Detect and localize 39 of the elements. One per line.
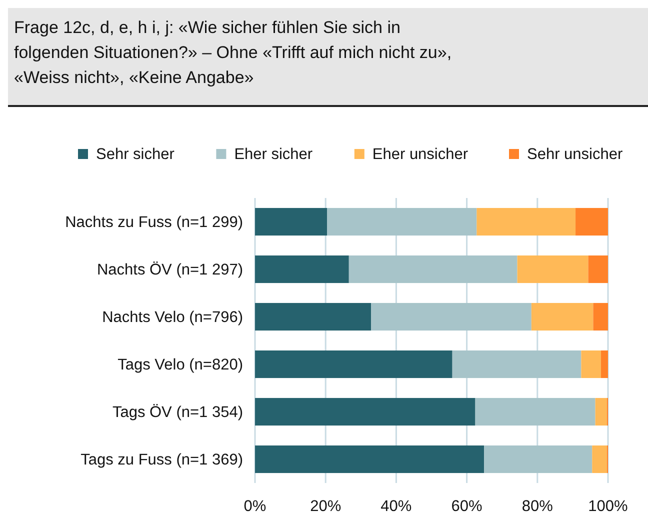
bar (581, 350, 601, 378)
bar (484, 445, 592, 474)
bar (255, 445, 484, 474)
bar (592, 445, 607, 474)
bar (255, 302, 372, 331)
x-tick-label: 100% (588, 498, 628, 515)
x-tick-label: 60% (451, 498, 483, 515)
bar (255, 350, 452, 378)
y-tick-label: Nachts ÖV (n=1 297) (96, 262, 243, 279)
y-tick-label: Nachts zu Fuss (n=1 299) (65, 214, 243, 232)
bar (593, 302, 608, 331)
bar (517, 255, 588, 284)
bar (371, 302, 532, 331)
bar (348, 255, 518, 284)
y-tick-label: Tags zu Fuss (n=1 369) (80, 452, 243, 469)
x-tick-label: 40% (380, 498, 412, 515)
bar (600, 350, 608, 378)
legend-label: Sehr sicher (96, 146, 174, 163)
x-tick-label: 20% (310, 498, 342, 515)
bar (476, 208, 576, 236)
bar (327, 208, 477, 236)
y-tick-label: Nachts Velo (n=796) (102, 309, 243, 326)
y-tick-label: Tags Velo (n=820) (118, 356, 243, 374)
chart-title: Frage 12c, d, e, h i, j: «Wie sicher fühlen Sie sich in folgenden Situationen?» – Ohne «Trifft auf mich nicht zu», «Weiss nicht», «Keine Angabe» (14, 18, 452, 87)
bar (452, 350, 582, 378)
legend-label: Sehr unsicher (527, 146, 623, 163)
bar (255, 255, 349, 284)
bar (576, 208, 608, 236)
bar (531, 302, 594, 331)
bar (255, 398, 476, 426)
x-tick-label: 0% (244, 498, 266, 515)
legend-label: Eher unsicher (372, 146, 468, 163)
x-tick-label: 80% (522, 498, 554, 515)
y-tick-label: Tags ÖV (n=1 354) (112, 404, 243, 422)
bar (595, 398, 607, 426)
bar (255, 208, 328, 236)
bar (475, 398, 596, 426)
bar (588, 255, 608, 284)
legend-label: Eher sicher (234, 146, 313, 163)
